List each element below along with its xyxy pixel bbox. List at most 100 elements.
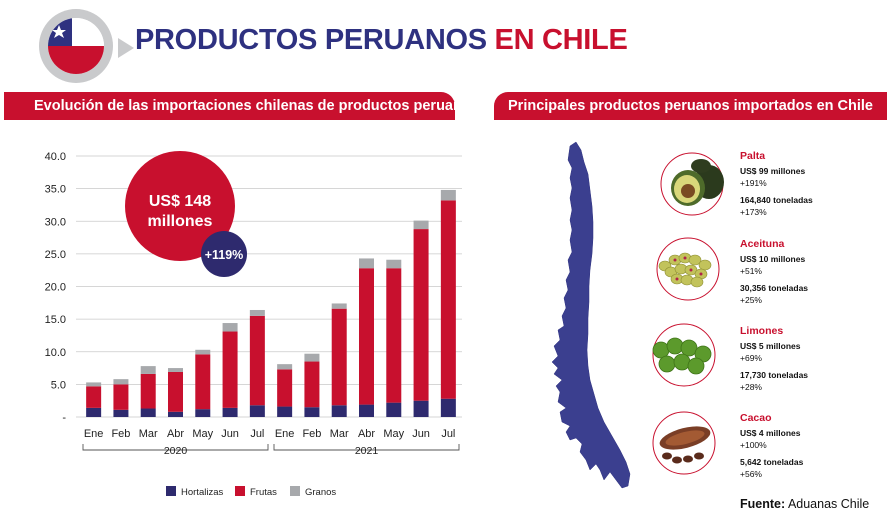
product-value-growth: +100% bbox=[740, 440, 767, 450]
legend-swatch bbox=[166, 486, 176, 496]
product-value: US$ 10 millones bbox=[740, 254, 806, 264]
y-tick-label: 15.0 bbox=[45, 314, 66, 326]
cacao-icon bbox=[652, 411, 716, 475]
x-tick-label: Jul bbox=[441, 428, 455, 440]
chart-section-banner: Evolución de las importaciones chilenas … bbox=[4, 92, 479, 120]
product-volume: 17,730 toneladas bbox=[740, 370, 809, 380]
product-name: Palta bbox=[740, 150, 766, 162]
product-volume: 30,356 toneladas bbox=[740, 283, 809, 293]
bar-segment-granos bbox=[304, 353, 320, 362]
products-section-banner: Principales productos peruanos importado… bbox=[494, 92, 887, 120]
x-tick-label: Ene bbox=[84, 428, 104, 440]
product-name: Limones bbox=[740, 325, 784, 337]
bar-segment-granos bbox=[168, 368, 183, 372]
y-tick-label: 30.0 bbox=[45, 216, 66, 228]
bar-segment-frutas bbox=[195, 354, 211, 410]
source-name: Aduanas Chile bbox=[787, 497, 870, 511]
product-volume-growth: +28% bbox=[740, 382, 762, 392]
product-value-growth: +51% bbox=[740, 266, 762, 276]
x-tick-label: Jul bbox=[250, 428, 264, 440]
source-note: Fuente: Aduanas Chile bbox=[740, 497, 869, 511]
imports-stacked-bar-chart: 40.0 35.0 30.0 25.0 20.0 15.0 10.0 5.0 - Ene Feb M… bbox=[45, 151, 462, 498]
product-name: Aceituna bbox=[740, 238, 785, 250]
bar-segment-granos bbox=[113, 379, 129, 385]
x-tick-label: May bbox=[192, 428, 213, 440]
bar-segment-granos bbox=[413, 220, 429, 230]
bar-segment-granos bbox=[140, 366, 156, 374]
bar-segment-hortalizas bbox=[86, 407, 102, 417]
page-title: PRODUCTOS PERUANOS EN CHILE bbox=[135, 24, 628, 57]
product-value: US$ 5 millones bbox=[740, 341, 801, 351]
bar-segment-hortalizas bbox=[331, 405, 347, 417]
avocado-icon bbox=[660, 152, 724, 216]
total-value: US$ 148 bbox=[149, 193, 211, 210]
bar-segment-frutas bbox=[304, 361, 320, 408]
bar-segment-frutas bbox=[249, 315, 265, 406]
y-tick-label: 20.0 bbox=[45, 282, 66, 294]
bar-segment-granos bbox=[359, 258, 374, 269]
product-volume-growth: +173% bbox=[740, 207, 767, 217]
bar-segment-hortalizas bbox=[277, 406, 293, 417]
year-label: 2021 bbox=[355, 445, 379, 457]
bar-segment-hortalizas bbox=[222, 407, 238, 417]
bar-segment-hortalizas bbox=[113, 409, 129, 417]
bar-segment-frutas bbox=[168, 371, 183, 412]
x-tick-label: Jun bbox=[412, 428, 430, 440]
x-tick-label: Abr bbox=[358, 428, 375, 440]
product-volume: 5,642 toneladas bbox=[740, 457, 804, 467]
total-unit: millones bbox=[148, 213, 213, 230]
x-tick-label: May bbox=[383, 428, 404, 440]
product-volume-growth: +56% bbox=[740, 469, 762, 479]
title-main: PRODUCTOS PERUANOS bbox=[135, 24, 487, 56]
bar-segment-frutas bbox=[331, 308, 347, 406]
bar-segment-frutas bbox=[222, 331, 238, 408]
growth-badge: +119% bbox=[205, 248, 244, 262]
bar-segment-granos bbox=[440, 189, 456, 201]
chile-flag-badge-icon bbox=[39, 9, 134, 83]
x-tick-label: Ene bbox=[275, 428, 295, 440]
bar-segment-hortalizas bbox=[440, 398, 456, 417]
y-tick-label: - bbox=[62, 412, 66, 424]
legend-label: Hortalizas bbox=[181, 487, 223, 498]
bar-segment-frutas bbox=[140, 373, 156, 409]
product-volume-growth: +25% bbox=[740, 295, 762, 305]
bar-segment-granos bbox=[277, 364, 293, 370]
x-tick-label: Abr bbox=[167, 428, 184, 440]
bar-segment-granos bbox=[249, 309, 265, 316]
y-tick-label: 25.0 bbox=[45, 249, 66, 261]
product-value-growth: +69% bbox=[740, 353, 762, 363]
chart-legend: Hortalizas Frutas Granos bbox=[166, 486, 336, 498]
bar-segment-granos bbox=[386, 259, 402, 269]
y-tick-label: 40.0 bbox=[45, 151, 66, 163]
x-tick-label: Mar bbox=[139, 428, 158, 440]
bar-segment-hortalizas bbox=[413, 400, 429, 417]
y-tick-label: 10.0 bbox=[45, 347, 66, 359]
year-groups: 2020 2021 bbox=[82, 444, 460, 457]
x-tick-label: Mar bbox=[330, 428, 349, 440]
bar-segment-hortalizas bbox=[304, 407, 320, 417]
bar-segment-frutas bbox=[386, 268, 402, 403]
bar-segment-hortalizas bbox=[359, 404, 374, 417]
chile-map-icon bbox=[551, 141, 631, 489]
product-value: US$ 99 millones bbox=[740, 166, 806, 176]
year-bracket bbox=[82, 444, 269, 451]
olives-icon bbox=[656, 237, 720, 301]
source-label: Fuente: bbox=[740, 497, 786, 511]
bar-segment-hortalizas bbox=[386, 402, 402, 417]
bar-segment-frutas bbox=[413, 229, 429, 401]
product-value-growth: +191% bbox=[740, 178, 767, 188]
chart-bars bbox=[86, 189, 456, 417]
bar-segment-granos bbox=[195, 349, 211, 355]
legend-label: Granos bbox=[305, 487, 336, 498]
bar-segment-granos bbox=[331, 303, 347, 309]
bar-segment-hortalizas bbox=[168, 411, 183, 417]
year-label: 2020 bbox=[164, 445, 188, 457]
y-axis-ticks: 40.0 35.0 30.0 25.0 20.0 15.0 10.0 5.0 - bbox=[45, 151, 67, 424]
bar-segment-hortalizas bbox=[140, 408, 156, 417]
bar-segment-frutas bbox=[359, 268, 374, 405]
year-bracket bbox=[273, 444, 460, 451]
x-tick-label: Jun bbox=[221, 428, 239, 440]
product-volume: 164,840 toneladas bbox=[740, 195, 813, 205]
limes-icon bbox=[652, 323, 716, 387]
bar-segment-hortalizas bbox=[249, 405, 265, 417]
